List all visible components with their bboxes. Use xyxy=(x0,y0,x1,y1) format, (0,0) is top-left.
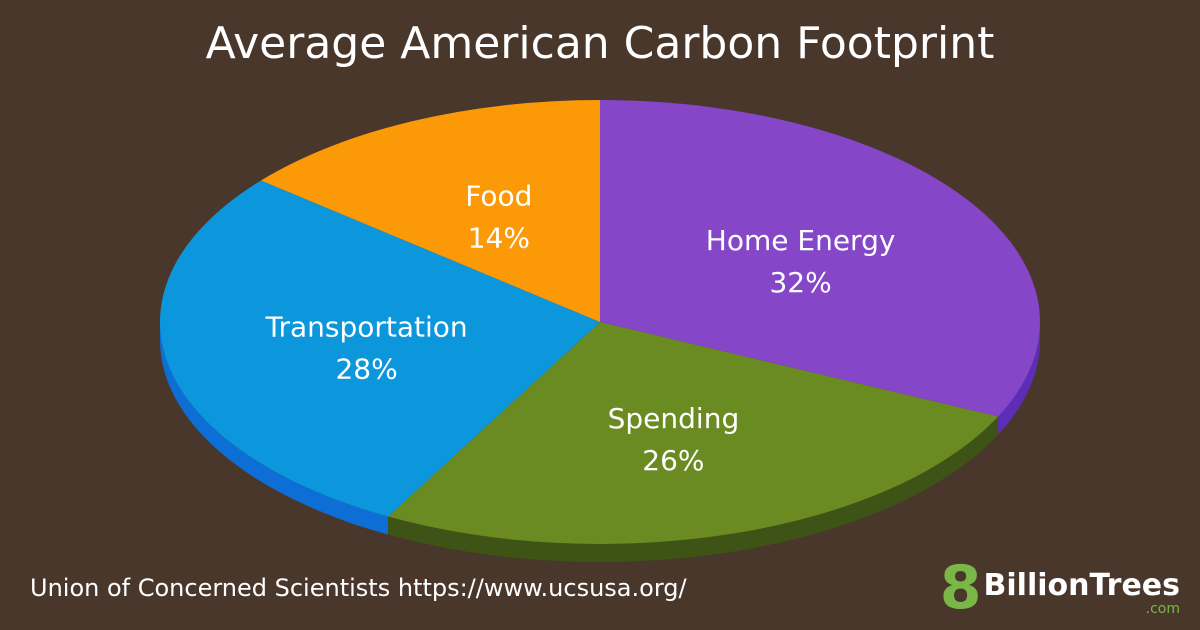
pie-sides xyxy=(160,322,1040,563)
slice-label-transportation: Transportation xyxy=(265,310,468,343)
logo-tld: .com xyxy=(1145,601,1180,617)
pie-side-transportation xyxy=(160,322,389,535)
slice-value-transportation: 28% xyxy=(335,352,397,385)
slice-value-spending: 26% xyxy=(642,444,704,477)
slice-value-food: 14% xyxy=(468,222,530,255)
slice-value-home-energy: 32% xyxy=(769,266,831,299)
logo-name: BillionTrees xyxy=(983,568,1180,603)
chart-title: Average American Carbon Footprint xyxy=(205,18,995,69)
pie-side-home-energy xyxy=(998,322,1040,435)
pie-slice-food xyxy=(260,99,600,322)
pie-slice-spending xyxy=(388,322,999,544)
pie-labels: Home Energy 32% Spending 26% Transportation 2… xyxy=(265,180,896,477)
slice-label-home-energy: Home Energy xyxy=(706,224,896,257)
brand-logo: 8 BillionTrees .com xyxy=(939,553,1180,623)
pie-side-spending xyxy=(388,416,999,563)
slice-label-food: Food xyxy=(465,180,532,213)
source-credit: Union of Concerned Scientists https://ww… xyxy=(30,574,687,602)
slice-label-spending: Spending xyxy=(608,402,740,435)
pie-slice-home-energy xyxy=(600,100,1040,417)
logo-mark: 8 xyxy=(939,553,982,623)
pie-slices xyxy=(159,99,1040,544)
pie-slice-transportation xyxy=(159,180,600,517)
logo-text: BillionTrees .com xyxy=(983,568,1180,617)
